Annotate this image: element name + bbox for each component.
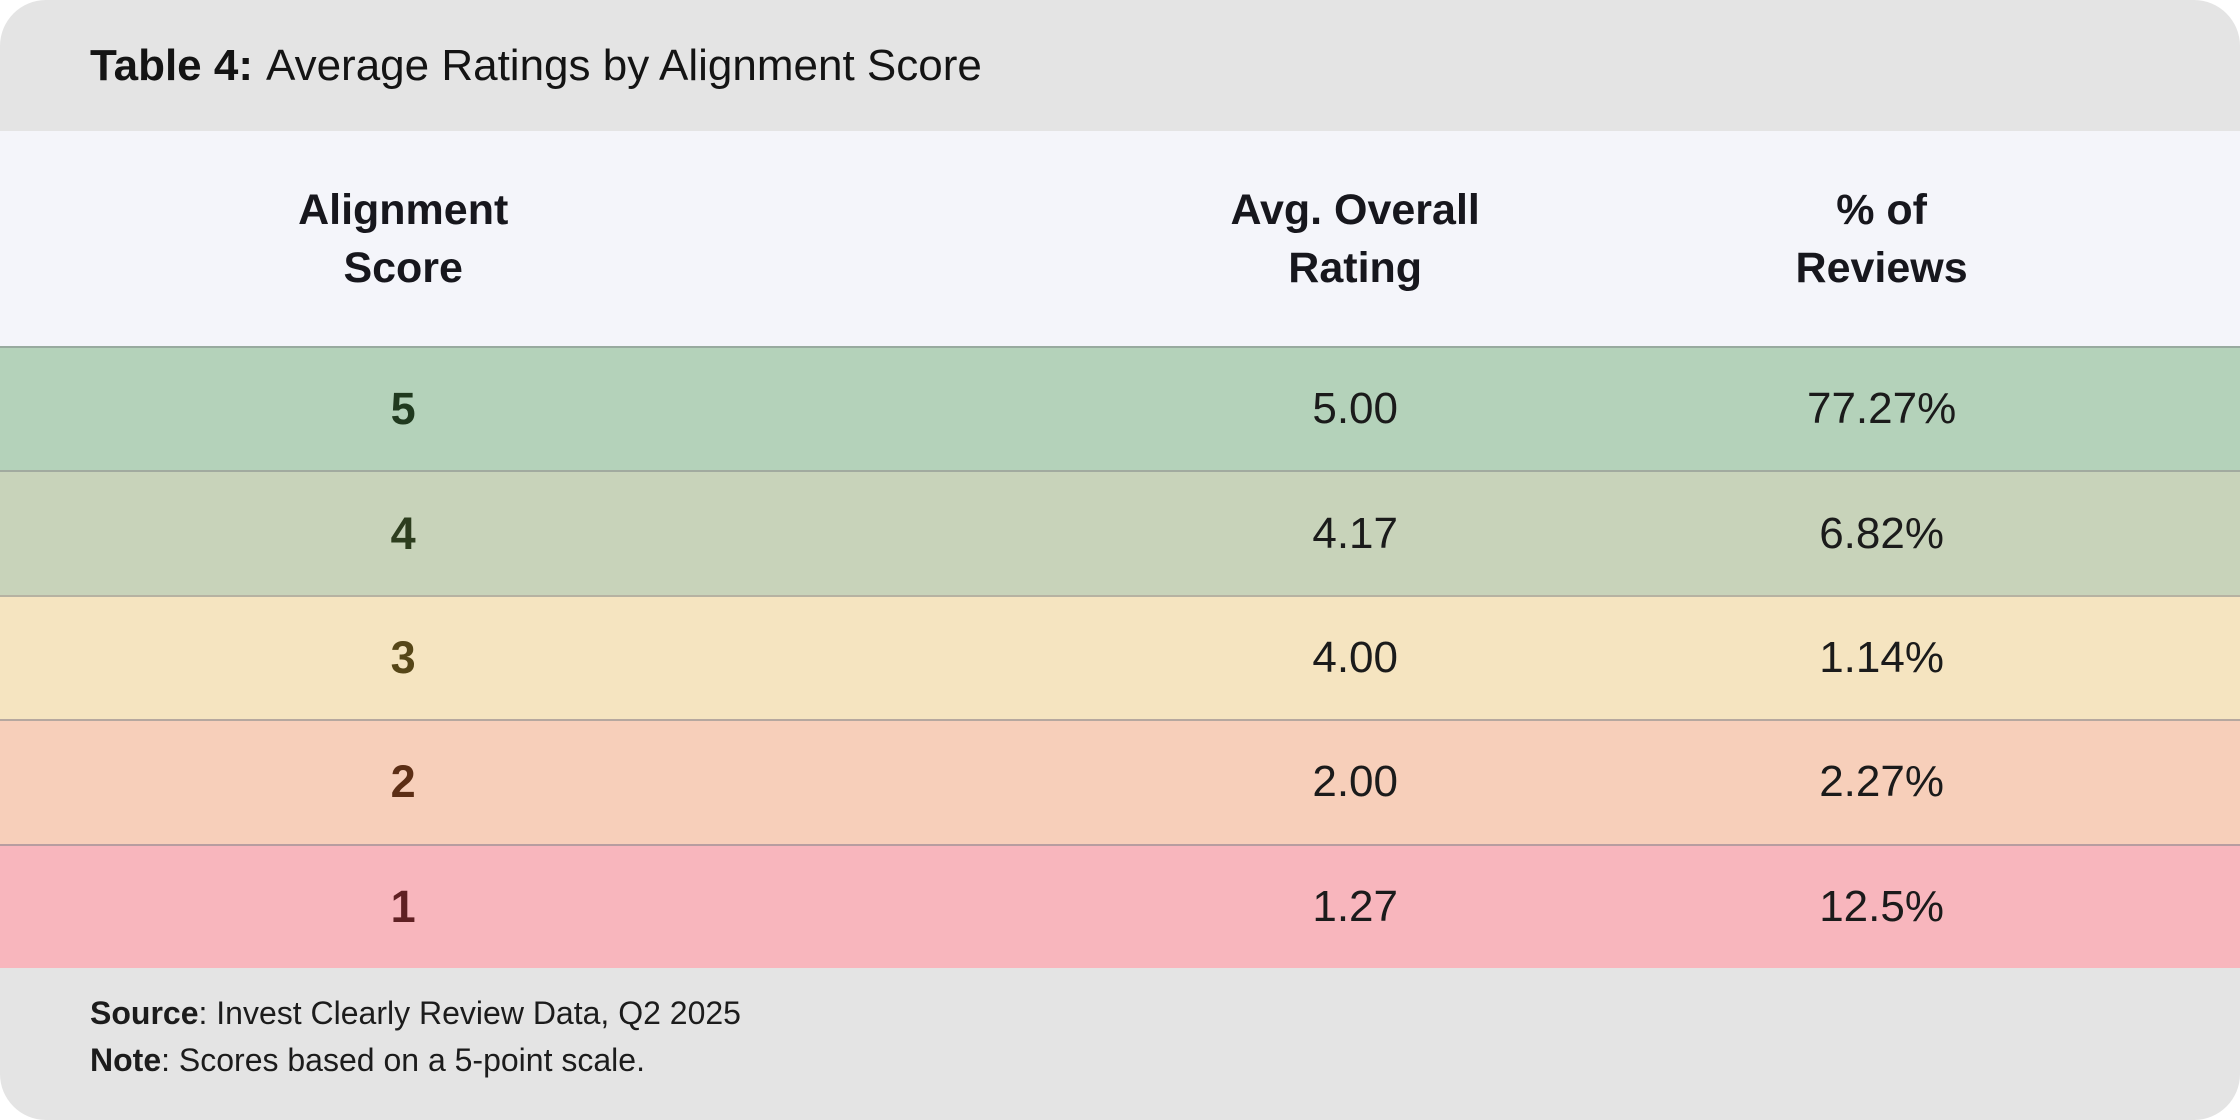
table-row: 4 4.17 6.82% <box>0 470 2240 595</box>
avg-rating-cell: 5.00 <box>1312 384 1398 434</box>
pct-reviews-cell: 6.82% <box>1819 508 1944 558</box>
table-body: 5 5.00 77.27% 4 4.17 6.82% 3 4.00 1.14% … <box>0 346 2240 969</box>
table-footer: Source: Invest Clearly Review Data, Q2 2… <box>0 968 2240 1120</box>
table-number-label: Table 4: <box>90 40 254 90</box>
avg-rating-cell: 1.27 <box>1312 881 1398 931</box>
avg-rating-cell: 4.00 <box>1312 633 1398 683</box>
pct-reviews-cell: 2.27% <box>1819 757 1944 807</box>
table-title-text: Average Ratings by Alignment Score <box>266 40 982 90</box>
avg-rating-cell: 2.00 <box>1312 757 1398 807</box>
source-line: Source: Invest Clearly Review Data, Q2 2… <box>90 990 2240 1037</box>
column-header-alignment-score: Alignment Score <box>298 185 509 292</box>
note-line: Note: Scores based on a 5-point scale. <box>90 1037 2240 1084</box>
table-header-row: Alignment Score Avg. Overall Rating % of… <box>0 131 2240 346</box>
table-title-bar: Table 4: Average Ratings by Alignment Sc… <box>0 0 2240 131</box>
source-text: : Invest Clearly Review Data, Q2 2025 <box>198 995 741 1031</box>
note-text: : Scores based on a 5-point scale. <box>161 1042 645 1078</box>
score-cell: 2 <box>390 756 416 808</box>
table-row: 2 2.00 2.27% <box>0 719 2240 844</box>
pct-reviews-cell: 1.14% <box>1819 633 1944 683</box>
table-row: 5 5.00 77.27% <box>0 346 2240 471</box>
source-label: Source <box>90 995 199 1031</box>
note-label: Note <box>90 1042 162 1078</box>
score-cell: 1 <box>390 880 416 932</box>
table-row: 3 4.00 1.14% <box>0 594 2240 720</box>
column-header-avg-overall-rating: Avg. Overall Rating <box>1230 185 1480 292</box>
table-row: 1 1.27 12.5% <box>0 843 2240 969</box>
column-header-pct-of-reviews: % of Reviews <box>1795 185 1968 292</box>
score-cell: 5 <box>390 383 416 435</box>
avg-rating-cell: 4.17 <box>1312 508 1398 558</box>
score-cell: 4 <box>390 507 416 559</box>
score-cell: 3 <box>390 632 416 684</box>
pct-reviews-cell: 77.27% <box>1806 384 1957 434</box>
pct-reviews-cell: 12.5% <box>1819 881 1944 931</box>
